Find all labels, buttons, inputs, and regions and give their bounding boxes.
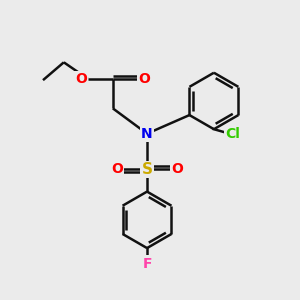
Text: N: N — [141, 127, 153, 141]
Text: O: O — [75, 72, 87, 86]
Text: F: F — [142, 256, 152, 271]
Text: S: S — [142, 162, 152, 177]
Text: O: O — [138, 72, 150, 86]
Text: O: O — [171, 162, 183, 176]
Text: O: O — [111, 162, 123, 176]
Text: Cl: Cl — [225, 127, 240, 141]
